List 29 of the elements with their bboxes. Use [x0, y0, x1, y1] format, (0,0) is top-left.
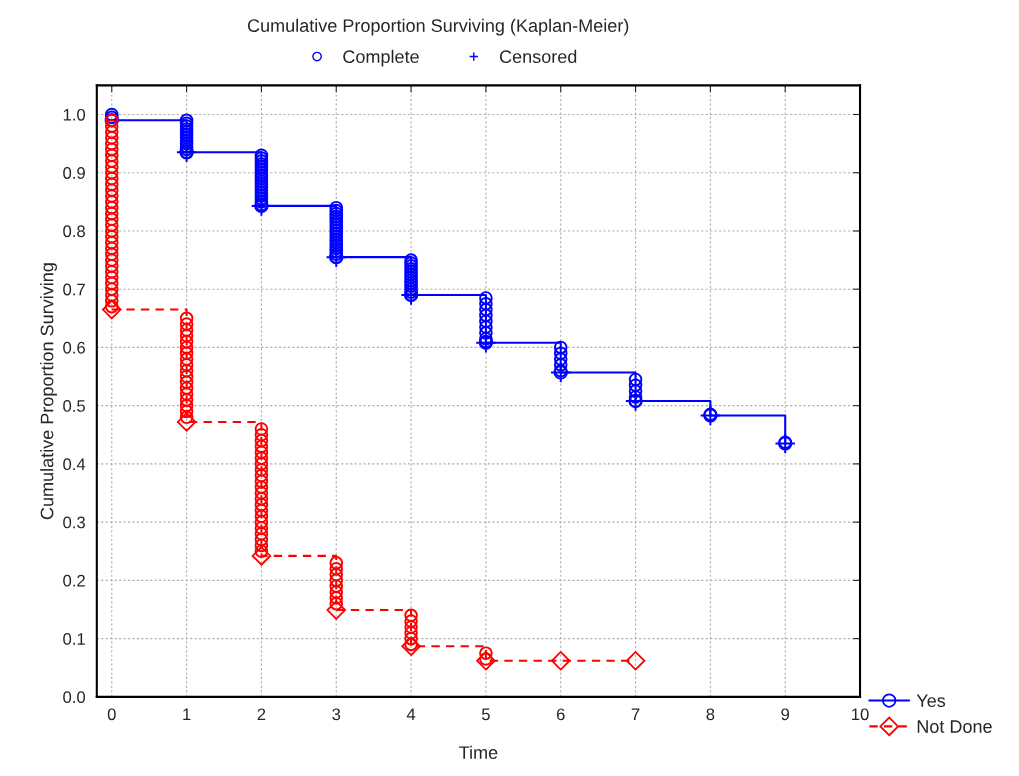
y-axis-title: Cumulative Proportion Surviving	[40, 263, 57, 520]
x-tick-label: 4	[406, 708, 416, 721]
y-tick-label: 0.3	[63, 516, 85, 529]
x-tick-label: 8	[706, 708, 715, 721]
legend-label: Not Done	[917, 720, 992, 733]
y-tick-label: 0.0	[63, 691, 86, 704]
x-tick-label: 7	[631, 708, 640, 721]
x-tick-label: 2	[257, 708, 266, 721]
x-tick-label: 9	[781, 708, 790, 721]
y-tick-label: 0.7	[63, 283, 85, 296]
y-tick-label: 0.8	[63, 225, 85, 238]
y-tick-label: 0.1	[63, 633, 85, 645]
x-tick-label: 6	[556, 708, 565, 721]
x-tick-label: 10	[852, 708, 869, 721]
legend-label: Censored	[499, 49, 577, 64]
x-tick-label: 5	[481, 708, 490, 721]
x-tick-label: 1	[183, 708, 191, 721]
y-tick-label: 1.0	[63, 108, 86, 121]
y-tick-label: 0.4	[63, 458, 86, 471]
chart-title: Cumulative Proportion Surviving (Kaplan-Meier)	[247, 18, 629, 36]
legend-label: Complete	[343, 49, 419, 67]
x-tick-label: 0	[107, 708, 116, 721]
y-tick-label: 0.2	[63, 574, 85, 587]
y-tick-label: 0.6	[63, 341, 85, 354]
x-tick-label: 3	[332, 708, 341, 721]
legend-label: Yes	[916, 694, 946, 708]
x-axis-title: Time	[459, 745, 498, 759]
y-tick-label: 0.9	[63, 167, 85, 179]
y-tick-label: 0.5	[63, 400, 85, 412]
